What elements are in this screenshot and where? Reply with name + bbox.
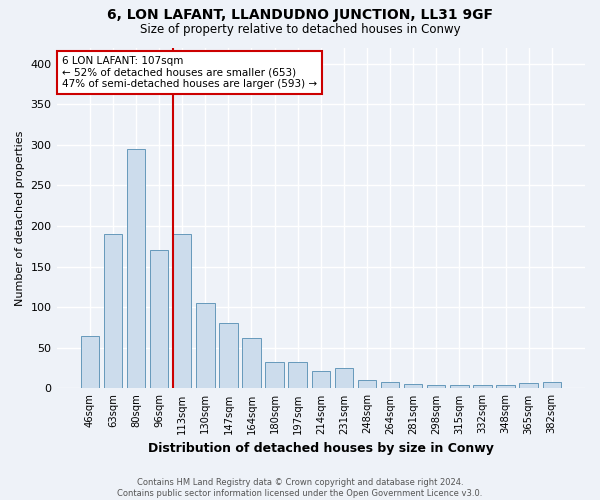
Bar [496,385,515,388]
Bar [311,370,330,388]
Y-axis label: Number of detached properties: Number of detached properties [15,130,25,306]
Bar [450,385,469,388]
Bar [335,368,353,388]
Bar [127,149,145,388]
Text: 6 LON LAFANT: 107sqm
← 52% of detached houses are smaller (653)
47% of semi-deta: 6 LON LAFANT: 107sqm ← 52% of detached h… [62,56,317,89]
Bar [219,324,238,388]
Bar [242,338,261,388]
Bar [381,382,400,388]
Bar [150,250,169,388]
Text: Contains HM Land Registry data © Crown copyright and database right 2024.
Contai: Contains HM Land Registry data © Crown c… [118,478,482,498]
Text: 6, LON LAFANT, LLANDUDNO JUNCTION, LL31 9GF: 6, LON LAFANT, LLANDUDNO JUNCTION, LL31 … [107,8,493,22]
Bar [473,385,491,388]
Bar [196,303,215,388]
Bar [80,336,99,388]
X-axis label: Distribution of detached houses by size in Conwy: Distribution of detached houses by size … [148,442,494,455]
Bar [404,384,422,388]
Bar [265,362,284,388]
Bar [427,385,445,388]
Bar [542,382,561,388]
Bar [358,380,376,388]
Bar [173,234,191,388]
Bar [520,382,538,388]
Text: Size of property relative to detached houses in Conwy: Size of property relative to detached ho… [140,22,460,36]
Bar [289,362,307,388]
Bar [104,234,122,388]
